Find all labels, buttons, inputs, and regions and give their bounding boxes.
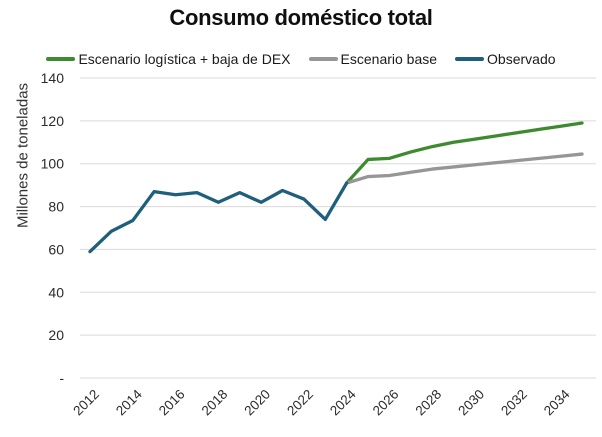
x-tick-label: 2032 [498,387,530,419]
series-line-1 [345,152,584,185]
x-tick-label: 2018 [199,387,231,419]
y-tick-label: 140 [41,70,65,86]
x-tick-label: 2028 [413,387,445,419]
y-tick-label: 20 [48,327,64,343]
x-tick-label: 2024 [327,386,359,418]
y-tick-label: 60 [48,241,64,257]
series-line-2 [88,181,349,254]
y-tick-label: - [59,370,64,386]
x-tick-label: 2034 [541,386,573,418]
legend-item-escenario-base: Escenario base [308,51,438,67]
legend-label-escenario-logistica: Escenario logística + baja de DEX [78,51,291,67]
x-tick-label: 2022 [284,387,316,419]
y-tick-label: 40 [48,284,64,300]
series-line-0 [345,121,584,185]
legend-swatch-escenario-logistica-icon [46,57,76,61]
chart-title: Consumo doméstico total [169,5,433,30]
x-tick-label: 2014 [113,386,145,418]
y-tick-label: 100 [41,156,65,172]
legend-item-observado: Observado [455,51,556,67]
legend-label-escenario-base: Escenario base [340,51,438,67]
x-tick-label: 2012 [70,387,102,419]
x-tick-label: 2020 [241,387,273,419]
x-tick-label: 2026 [370,387,402,419]
legend-item-escenario-logistica: Escenario logística + baja de DEX [46,51,291,67]
legend-swatch-observado-icon [455,57,485,61]
legend-swatch-escenario-base-icon [308,57,338,61]
legend: Escenario logística + baja de DEX Escena… [0,51,602,67]
legend-label-observado: Observado [487,51,556,67]
y-tick-label: 120 [41,113,65,129]
x-tick-label: 2030 [455,387,487,419]
y-tick-label: 80 [48,199,64,215]
x-tick-label: 2016 [156,387,188,419]
